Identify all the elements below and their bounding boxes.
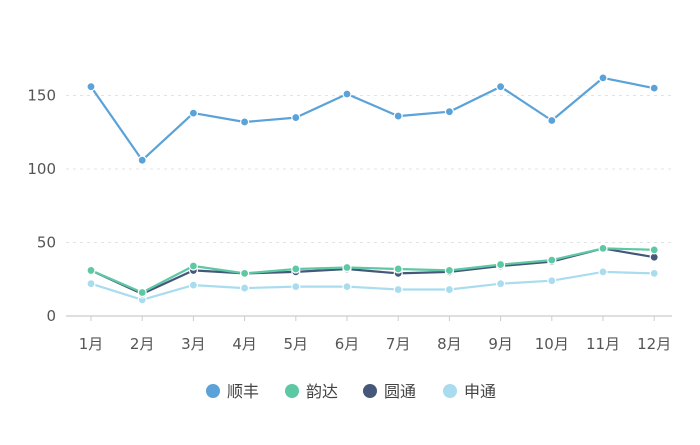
data-point[interactable] — [188, 261, 198, 271]
data-point[interactable] — [240, 117, 250, 127]
x-tick-label: 11月 — [586, 335, 620, 353]
series-line — [90, 247, 655, 295]
legend-item[interactable]: 申通 — [443, 382, 496, 401]
data-point[interactable] — [342, 89, 352, 99]
y-tick-label: 50 — [37, 234, 56, 252]
x-tick-label: 7月 — [386, 335, 411, 353]
x-tick-label: 2月 — [130, 335, 155, 353]
data-point[interactable] — [444, 284, 454, 295]
legend-label: 申通 — [464, 382, 496, 401]
legend[interactable]: 顺丰 韵达 圆通 申通 — [206, 382, 496, 401]
x-tick-label: 5月 — [284, 335, 309, 353]
data-point[interactable] — [649, 83, 659, 93]
data-point[interactable] — [444, 107, 454, 117]
legend-marker — [285, 384, 299, 398]
x-tick-label: 3月 — [181, 335, 206, 353]
data-point[interactable] — [342, 262, 352, 273]
data-point[interactable] — [496, 259, 506, 270]
legend-marker — [443, 384, 457, 398]
data-point[interactable] — [598, 267, 608, 277]
x-tick-label: 6月 — [335, 335, 360, 353]
data-point[interactable] — [649, 268, 659, 278]
data-point[interactable] — [86, 265, 96, 276]
data-point[interactable] — [188, 108, 198, 118]
series-line — [90, 247, 655, 294]
legend-item[interactable]: 圆通 — [363, 382, 416, 401]
data-point[interactable] — [547, 276, 557, 286]
data-point[interactable] — [137, 287, 147, 298]
x-tick-label: 10月 — [535, 335, 569, 353]
series-1 — [86, 73, 659, 165]
legend-label: 圆通 — [384, 382, 416, 401]
y-tick-label: 0 — [46, 307, 56, 325]
legend-item[interactable]: 韵达 — [285, 382, 338, 401]
data-point[interactable] — [444, 265, 454, 276]
data-point[interactable] — [342, 282, 352, 292]
data-point[interactable] — [496, 279, 506, 289]
data-point[interactable] — [188, 280, 198, 290]
data-point[interactable] — [598, 73, 608, 83]
data-point[interactable] — [137, 155, 147, 165]
data-point[interactable] — [291, 282, 301, 292]
x-tick-label: 12月 — [637, 335, 671, 353]
data-point[interactable] — [240, 283, 250, 293]
data-point[interactable] — [598, 243, 608, 253]
axes: 0 50 100 150 1月 2月 3月 4月 5月 6月 7月 8月 9月 10月 11月 12月 — [27, 87, 672, 353]
x-tick-label: 1月 — [79, 335, 104, 353]
series-2 — [86, 243, 659, 298]
grid-lines — [66, 95, 672, 243]
legend-label: 顺丰 — [227, 382, 259, 401]
series-4 — [86, 267, 659, 305]
data-point[interactable] — [86, 279, 96, 289]
legend-item[interactable]: 顺丰 — [206, 382, 259, 401]
data-point[interactable] — [291, 264, 301, 274]
x-tick-label: 8月 — [437, 335, 462, 353]
data-point[interactable] — [496, 82, 506, 92]
data-point[interactable] — [547, 115, 557, 126]
y-tick-label: 150 — [27, 87, 56, 105]
series-line — [90, 76, 655, 162]
data-point[interactable] — [86, 82, 96, 92]
series-line — [90, 270, 655, 301]
series-lines — [86, 73, 659, 305]
data-point[interactable] — [547, 255, 557, 265]
x-tick-label: 4月 — [232, 335, 257, 353]
data-point[interactable] — [649, 245, 659, 255]
data-point[interactable] — [291, 112, 301, 123]
x-tick-label: 9月 — [488, 335, 513, 353]
data-point[interactable] — [393, 111, 403, 121]
legend-label: 韵达 — [306, 382, 338, 401]
legend-marker — [363, 384, 377, 398]
legend-marker — [206, 384, 220, 398]
data-point[interactable] — [393, 284, 403, 295]
data-point[interactable] — [393, 264, 403, 274]
data-point[interactable] — [240, 268, 250, 278]
y-tick-label: 100 — [27, 160, 56, 178]
